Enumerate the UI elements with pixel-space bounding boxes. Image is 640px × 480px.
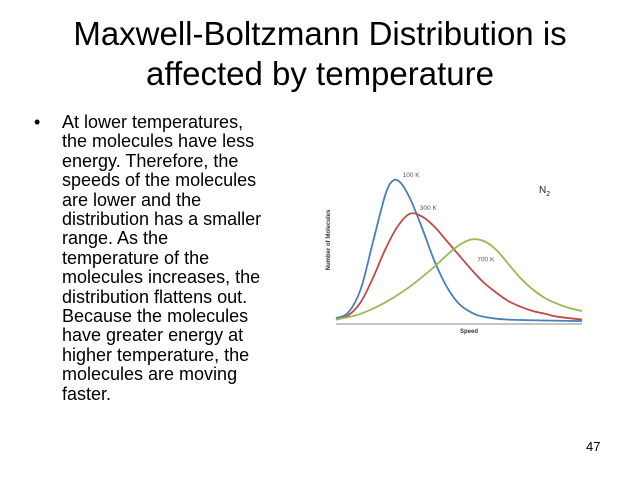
bullet-line: are lower and the xyxy=(62,189,202,210)
series-line xyxy=(335,238,583,321)
bullet-line: higher temperature, the xyxy=(62,344,250,365)
bullet-text: At lower temperatures, the molecules hav… xyxy=(62,112,262,404)
bullet-line: have greater energy at xyxy=(62,325,244,346)
series-label: 300 K xyxy=(420,205,438,212)
bullet-line: energy. Therefore, the xyxy=(62,150,239,171)
gas-label-subscript: 2 xyxy=(546,191,550,198)
series-line xyxy=(335,178,583,322)
bullet-line: temperature of the xyxy=(62,247,210,268)
title-line-2: affected by temperature xyxy=(146,55,494,92)
series-group: 100 K 300 K 700 K xyxy=(335,172,583,322)
maxwell-boltzmann-chart: Speed Number of Molecules N2 100 K 300 K 7… xyxy=(326,172,583,335)
bullet-line: At lower temperatures, xyxy=(62,112,244,132)
bullet-line: the molecules have less xyxy=(62,131,255,152)
bullet-line: molecules increases, the xyxy=(62,267,261,288)
series-label: 100 K xyxy=(403,172,421,179)
bullet-line: faster. xyxy=(62,383,112,404)
page-number: 47 xyxy=(586,439,601,454)
series-label: 700 K xyxy=(477,257,495,264)
gas-label: N2 xyxy=(539,185,550,198)
bullet-line: range. As the xyxy=(62,228,169,249)
title-line-1: Maxwell-Boltzmann Distribution is xyxy=(73,15,567,52)
bullet-line: distribution flattens out. xyxy=(62,286,248,307)
slide-title: Maxwell-Boltzmann Distribution is affect… xyxy=(20,14,620,94)
bullet-line: distribution has a smaller xyxy=(62,209,262,230)
gas-label-main: N xyxy=(539,185,546,196)
x-axis-label: Speed xyxy=(460,329,478,335)
y-axis-label: Number of Molecules xyxy=(326,209,332,270)
bullet-line: molecules are moving xyxy=(62,364,238,385)
series-line xyxy=(335,212,583,321)
bullet-line: speeds of the molecules xyxy=(62,170,257,191)
bullet-marker: • xyxy=(34,112,41,132)
bullet-line: Because the molecules xyxy=(62,306,249,327)
